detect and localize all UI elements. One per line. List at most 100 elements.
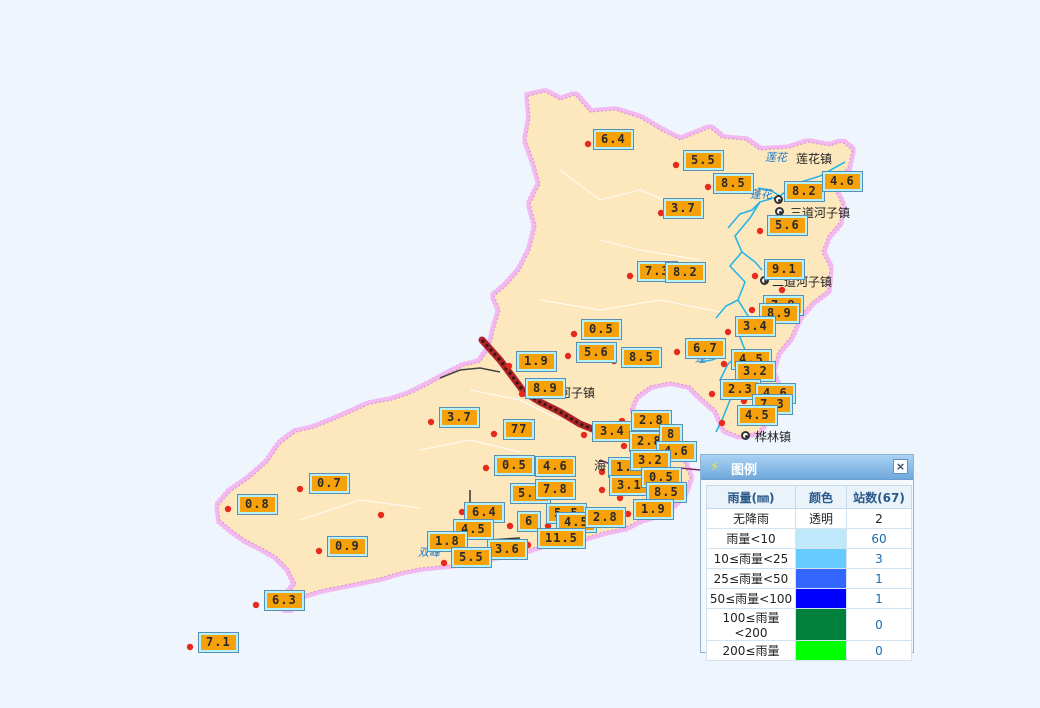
rain-value-label[interactable]: 77 (502, 419, 536, 440)
legend-range: 雨量<10 (706, 528, 796, 549)
station-dot[interactable] (673, 348, 681, 356)
station-dot[interactable] (624, 510, 632, 518)
station-dot[interactable] (377, 511, 385, 519)
legend-swatch (795, 608, 847, 641)
rain-value-label[interactable]: 6.3 (264, 590, 305, 611)
rain-value-label[interactable]: 7.8 (535, 479, 576, 500)
station-dot[interactable] (315, 547, 323, 555)
legend-row: 无降雨 透明 2 (706, 508, 912, 529)
town-label-hai: 海 (594, 459, 607, 473)
legend-count: 1 (846, 568, 912, 589)
station-dot[interactable] (440, 559, 448, 567)
rain-value-label[interactable]: 3.2 (735, 361, 776, 382)
station-dot[interactable] (708, 390, 716, 398)
station-dot[interactable] (570, 330, 578, 338)
rain-value-label[interactable]: 2.8 (585, 507, 626, 528)
legend-header[interactable]: ⚡ 图例 × (701, 455, 913, 480)
station-dot[interactable] (657, 209, 665, 217)
rain-value-label[interactable]: 9.1 (764, 259, 805, 280)
station-dot[interactable] (564, 352, 572, 360)
station-dot[interactable] (224, 505, 232, 513)
rain-value-label[interactable]: 8.5 (713, 173, 754, 194)
close-button[interactable]: × (893, 459, 908, 474)
legend-swatch (795, 548, 847, 569)
rain-value-label[interactable]: 3.6 (487, 539, 528, 560)
legend-range: 25≤雨量<50 (706, 568, 796, 589)
rain-value-label[interactable]: 1.9 (633, 499, 674, 520)
station-dot[interactable] (672, 161, 680, 169)
river-name: 蓬花 (750, 188, 774, 201)
rain-value-label[interactable]: 8.5 (621, 347, 662, 368)
station-dot[interactable] (186, 643, 194, 651)
station-dot[interactable] (518, 390, 526, 398)
station-dot[interactable] (626, 272, 634, 280)
rivers (699, 161, 846, 433)
rain-value-label[interactable]: 3.4 (735, 316, 776, 337)
station-dot[interactable] (718, 419, 726, 427)
rain-value-label[interactable]: 5.5 (451, 547, 492, 568)
town-label-lianhua: 莲花镇 (796, 152, 833, 166)
station-dot[interactable] (427, 418, 435, 426)
rain-value-label[interactable]: 6.7 (685, 338, 726, 359)
station-dot[interactable] (506, 522, 514, 530)
rain-value-label[interactable]: 0.5 (581, 319, 622, 340)
legend-range: 10≤雨量<25 (706, 548, 796, 569)
legend-swatch (795, 528, 847, 549)
station-dot[interactable] (598, 468, 606, 476)
rain-value-label[interactable]: 7.1 (198, 632, 239, 653)
rain-value-label[interactable]: 1.9 (516, 351, 557, 372)
station-dot[interactable] (458, 508, 466, 516)
town-icon (775, 207, 784, 216)
rain-value-label[interactable]: 0.8 (237, 494, 278, 515)
rain-value-label[interactable]: 5.6 (576, 342, 617, 363)
rain-value-label[interactable]: 0.9 (327, 536, 368, 557)
rain-value-label[interactable]: 8.2 (784, 181, 825, 202)
station-dot[interactable] (756, 227, 764, 235)
station-dot[interactable] (490, 430, 498, 438)
region-boundary (217, 91, 853, 611)
legend-header-row: 雨量(㎜) 颜色 站数(67) (706, 485, 912, 509)
rain-value-label[interactable]: 3.4 (592, 421, 633, 442)
station-dot[interactable] (482, 464, 490, 472)
legend-count: 60 (846, 528, 912, 549)
station-dot[interactable] (296, 485, 304, 493)
legend-range: 100≤雨量<200 (706, 608, 796, 641)
rain-value-label[interactable]: 3.7 (439, 407, 480, 428)
rain-value-label[interactable]: 0.7 (309, 473, 350, 494)
rain-value-label[interactable]: 6.4 (593, 129, 634, 150)
rain-value-label[interactable]: 8.2 (665, 262, 706, 283)
legend-panel: ⚡ 图例 × 雨量(㎜) 颜色 站数(67) 无降雨 透明 2 雨量<10 60… (700, 454, 914, 661)
station-dot[interactable] (751, 272, 759, 280)
station-dot[interactable] (740, 397, 748, 405)
rain-value-label[interactable]: 6 (516, 511, 542, 532)
rain-value-label[interactable]: 3.7 (663, 198, 704, 219)
station-dot[interactable] (704, 183, 712, 191)
station-dot[interactable] (720, 360, 728, 368)
rain-value-label[interactable]: 0.5 (494, 455, 535, 476)
legend-count: 0 (846, 640, 912, 661)
lightning-icon: ⚡ (710, 460, 720, 475)
rain-value-label[interactable]: 4.5 (737, 405, 778, 426)
station-dot[interactable] (598, 486, 606, 494)
rain-value-label[interactable]: 4.6 (822, 171, 863, 192)
rain-value-label[interactable]: 11.5 (537, 528, 586, 549)
station-dot[interactable] (616, 494, 624, 502)
station-dot[interactable] (544, 522, 552, 530)
rain-value-label[interactable]: 1.8 (427, 531, 468, 552)
river-name: 莲花 (765, 151, 789, 164)
station-dot[interactable] (580, 431, 588, 439)
station-dot[interactable] (748, 306, 756, 314)
station-dot[interactable] (724, 328, 732, 336)
station-dot[interactable] (505, 362, 513, 370)
legend-count: 2 (846, 508, 912, 529)
station-dot[interactable] (778, 286, 786, 294)
rain-value-label[interactable]: 4.6 (535, 456, 576, 477)
rain-value-label[interactable]: 8.9 (525, 378, 566, 399)
rain-value-label[interactable]: 5.6 (767, 215, 808, 236)
station-dot[interactable] (620, 442, 628, 450)
rain-value-label[interactable]: 5.5 (683, 150, 724, 171)
station-dot[interactable] (252, 601, 260, 609)
station-dot[interactable] (584, 140, 592, 148)
legend-row: 200≤雨量 0 (706, 640, 912, 661)
